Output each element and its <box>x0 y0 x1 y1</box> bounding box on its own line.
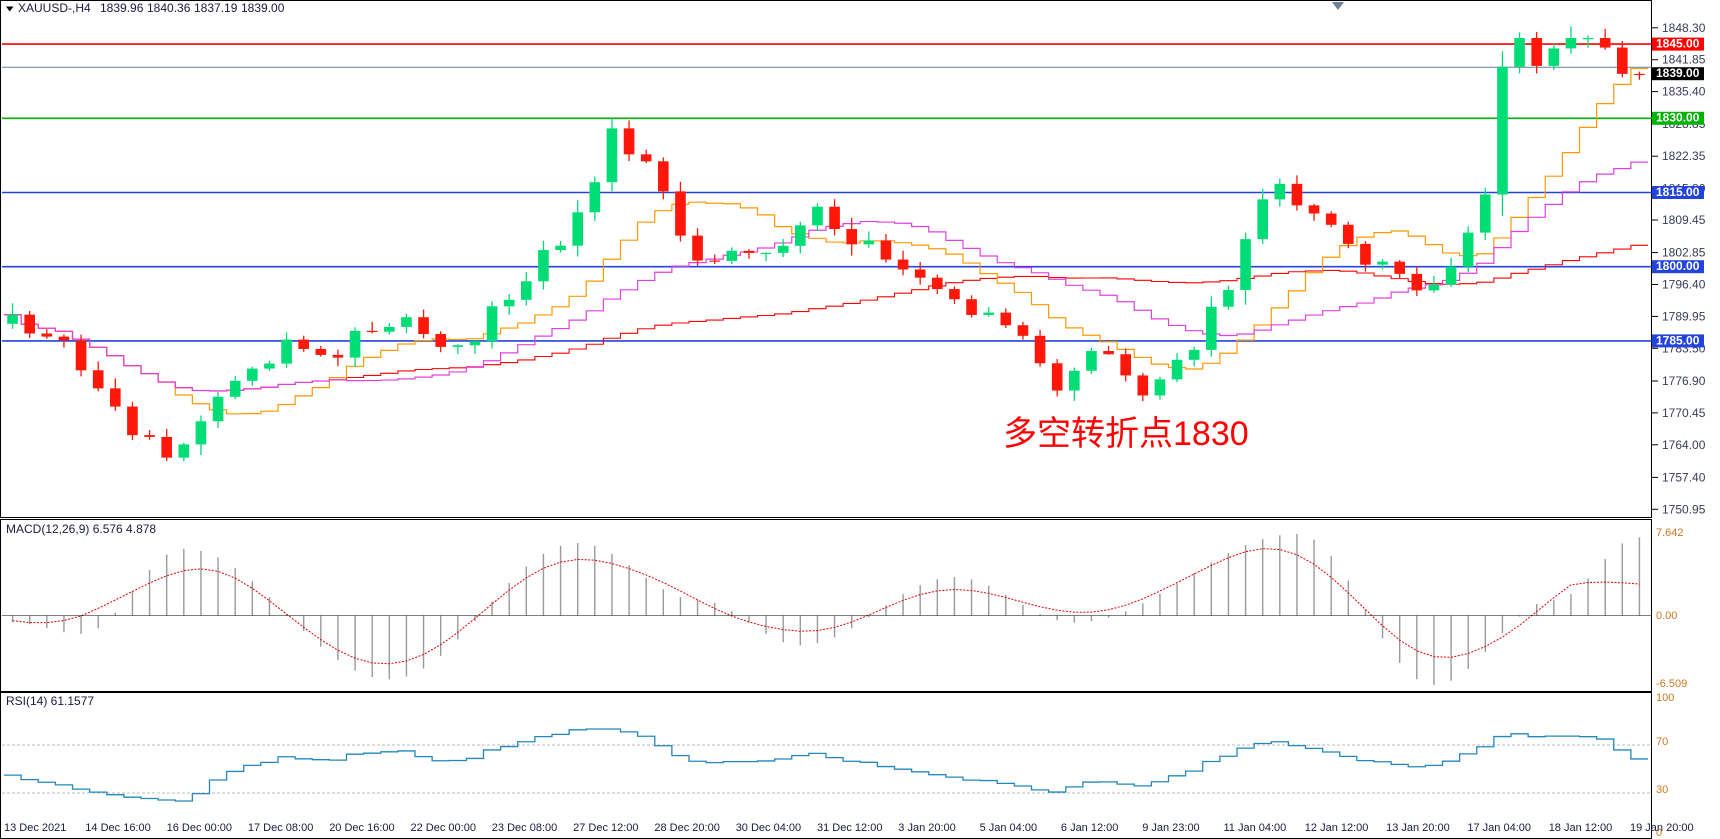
svg-text:1750.95: 1750.95 <box>1662 502 1706 516</box>
svg-text:1840.36: 1840.36 <box>147 1 191 15</box>
svg-text:14 Dec 16:00: 14 Dec 16:00 <box>85 822 150 834</box>
svg-text:3 Jan 20:00: 3 Jan 20:00 <box>898 822 956 834</box>
svg-text:1776.90: 1776.90 <box>1662 374 1706 388</box>
svg-text:1835.40: 1835.40 <box>1662 85 1706 99</box>
svg-text:27 Dec 12:00: 27 Dec 12:00 <box>573 822 638 834</box>
svg-text:9 Jan 23:00: 9 Jan 23:00 <box>1142 822 1200 834</box>
svg-text:7.642: 7.642 <box>1656 527 1684 539</box>
svg-text:1845.00: 1845.00 <box>1656 37 1700 51</box>
svg-text:23 Dec 08:00: 23 Dec 08:00 <box>492 822 557 834</box>
svg-text:16 Dec 00:00: 16 Dec 00:00 <box>167 822 232 834</box>
svg-text:1841.85: 1841.85 <box>1662 53 1706 67</box>
svg-text:1822.35: 1822.35 <box>1662 149 1706 163</box>
svg-text:1809.45: 1809.45 <box>1662 213 1706 227</box>
svg-text:1830.00: 1830.00 <box>1656 111 1700 125</box>
svg-text:22 Dec 00:00: 22 Dec 00:00 <box>411 822 476 834</box>
svg-text:1802.85: 1802.85 <box>1662 246 1706 260</box>
svg-text:100: 100 <box>1656 692 1674 704</box>
svg-text:18 Jan 12:00: 18 Jan 12:00 <box>1549 822 1613 834</box>
svg-text:RSI(14) 61.1577: RSI(14) 61.1577 <box>6 694 94 708</box>
svg-text:1785.00: 1785.00 <box>1656 333 1700 347</box>
svg-text:XAUUSD-,H4: XAUUSD-,H4 <box>18 1 91 15</box>
svg-text:1764.00: 1764.00 <box>1662 438 1706 452</box>
svg-text:1789.95: 1789.95 <box>1662 309 1706 323</box>
svg-text:1800.00: 1800.00 <box>1656 259 1700 273</box>
svg-text:12 Jan 12:00: 12 Jan 12:00 <box>1305 822 1369 834</box>
svg-text:20 Dec 16:00: 20 Dec 16:00 <box>329 822 394 834</box>
svg-text:1815.00: 1815.00 <box>1656 185 1700 199</box>
svg-text:13 Dec 2021: 13 Dec 2021 <box>4 822 66 834</box>
svg-text:1839.00: 1839.00 <box>1656 66 1700 80</box>
svg-text:31 Dec 12:00: 31 Dec 12:00 <box>817 822 882 834</box>
svg-text:13 Jan 20:00: 13 Jan 20:00 <box>1386 822 1450 834</box>
svg-text:多空转折点1830: 多空转折点1830 <box>1003 415 1249 453</box>
svg-text:28 Dec 20:00: 28 Dec 20:00 <box>654 822 719 834</box>
svg-text:1757.40: 1757.40 <box>1662 470 1706 484</box>
svg-text:1848.30: 1848.30 <box>1662 21 1706 35</box>
svg-text:MACD(12,26,9) 6.576 4.878: MACD(12,26,9) 6.576 4.878 <box>6 522 156 536</box>
svg-text:70: 70 <box>1656 736 1668 748</box>
svg-text:1837.19: 1837.19 <box>194 1 238 15</box>
svg-text:1839.00: 1839.00 <box>241 1 285 15</box>
svg-text:0.00: 0.00 <box>1656 610 1677 622</box>
svg-text:1839.96: 1839.96 <box>100 1 144 15</box>
svg-text:30 Dec 04:00: 30 Dec 04:00 <box>736 822 801 834</box>
svg-text:17 Dec 08:00: 17 Dec 08:00 <box>248 822 313 834</box>
svg-text:5 Jan 04:00: 5 Jan 04:00 <box>980 822 1038 834</box>
svg-text:17 Jan 04:00: 17 Jan 04:00 <box>1467 822 1531 834</box>
svg-text:6 Jan 12:00: 6 Jan 12:00 <box>1061 822 1119 834</box>
svg-text:11 Jan 04:00: 11 Jan 04:00 <box>1224 822 1287 834</box>
svg-text:19 Jan 20:00: 19 Jan 20:00 <box>1630 822 1694 834</box>
svg-text:-6.509: -6.509 <box>1656 678 1687 690</box>
svg-text:1796.40: 1796.40 <box>1662 278 1706 292</box>
svg-text:1770.45: 1770.45 <box>1662 406 1706 420</box>
svg-text:30: 30 <box>1656 784 1668 796</box>
